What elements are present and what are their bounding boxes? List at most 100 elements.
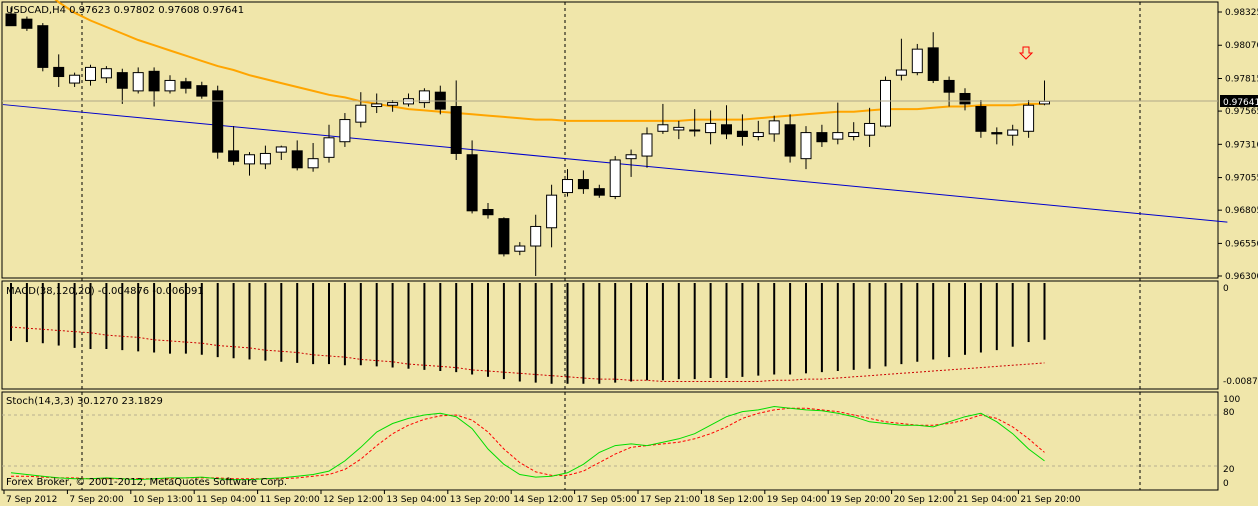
moving-average-line (54, 0, 1045, 122)
candle (911, 43, 923, 76)
candle-body-bull (259, 152, 271, 165)
price-tick-label: 0.97055 (1225, 174, 1258, 184)
stoch-axis-tick-20: 20 (1223, 465, 1235, 475)
candle-body-bear (577, 179, 589, 190)
candle-body-bear (498, 218, 510, 255)
candle-body-bull (800, 132, 812, 160)
candle-body-bull (1023, 104, 1035, 132)
candle (1007, 124, 1019, 146)
candle-body-bear (816, 132, 828, 143)
macd-signal-path (10, 326, 1045, 382)
time-tick-label: 11 Sep 04:00 (196, 495, 256, 505)
time-tick-label: 21 Sep 04:00 (957, 495, 1017, 505)
candles-group (5, 7, 1050, 276)
time-axis: 7 Sep 2012 7 Sep 20:00 10 Sep 13:00 11 Sep … (3, 490, 1081, 505)
time-tick-label: 18 Sep 12:00 (703, 495, 763, 505)
candle-body-bull (911, 48, 923, 74)
candle (689, 109, 701, 137)
candle-body-bull (418, 90, 430, 104)
candle (800, 126, 812, 170)
stoch-axis-tick-100: 100 (1223, 395, 1240, 405)
candle (736, 114, 748, 146)
candle (53, 54, 65, 87)
candle-body-bear (5, 13, 17, 27)
candle-body-bull (768, 120, 780, 135)
candle-body-bull (1039, 100, 1050, 105)
candle-body-bear (228, 150, 240, 162)
price-tick-label: 0.98325 (1225, 8, 1258, 18)
candle-body-bear (721, 124, 732, 135)
time-tick-label: 12 Sep 12:00 (323, 495, 383, 505)
candle (991, 127, 1003, 145)
candle (832, 102, 844, 145)
candle (100, 66, 112, 84)
candle-body-bear (53, 66, 65, 78)
time-tick-label: 11 Sep 20:00 (260, 495, 320, 505)
candle (275, 145, 287, 160)
candle-body-bear (482, 209, 494, 216)
candle (864, 107, 876, 147)
candle (784, 114, 796, 163)
macd-label: MACD(38,120,20) -0.004876 -0.006091 (6, 286, 204, 297)
symbol-label: USDCAD,H4 0.97623 0.97802 0.97608 0.9764… (6, 5, 244, 16)
time-tick-label: 13 Sep 20:00 (450, 495, 510, 505)
time-tick-label: 10 Sep 13:00 (133, 495, 193, 505)
candle (5, 7, 17, 27)
time-tick-label: 20 Sep 12:00 (894, 495, 954, 505)
candle-body-bull (705, 122, 717, 134)
candle-body-bull (752, 132, 764, 138)
candle (1023, 100, 1035, 138)
candle (116, 68, 128, 104)
candle (244, 152, 255, 176)
candle-body-bull (85, 66, 96, 81)
candle (418, 88, 430, 108)
candle (673, 120, 685, 140)
stoch-main-path (10, 405, 1045, 481)
candle (371, 93, 383, 114)
candle-body-bull (514, 245, 526, 252)
candle (132, 67, 144, 94)
candle (546, 184, 558, 248)
candle (148, 67, 160, 107)
candle-body-bull (641, 133, 653, 157)
stoch-main-line (10, 405, 1045, 481)
candle-body-bear (736, 130, 748, 138)
candle (641, 127, 653, 168)
time-tick-label: 7 Sep 2012 (6, 495, 57, 505)
candle (975, 100, 987, 138)
candle-body-bull (387, 102, 399, 106)
macd-axis-tick-1: -0.00872 (1223, 377, 1258, 387)
candle-body-bull (307, 158, 319, 169)
candle-body-bear (37, 25, 49, 68)
down-arrow-icon (1018, 46, 1034, 60)
price-tick-label: 0.97815 (1225, 74, 1258, 84)
candle (37, 23, 49, 72)
candle (180, 77, 192, 94)
candle-body-bull (132, 72, 144, 92)
current-price-text: 0.97641 (1223, 98, 1258, 108)
candle-body-bull (625, 154, 637, 160)
candle-body-bull (323, 137, 335, 158)
macd-panel-frame (1, 280, 1219, 390)
candle (228, 126, 240, 166)
stoch-label: Stoch(14,3,3) 30.1270 23.1829 (6, 396, 163, 407)
time-tick-label: 14 Sep 12:00 (513, 495, 573, 505)
candle (530, 214, 542, 276)
candle (69, 72, 81, 87)
candle (323, 124, 335, 163)
stoch-axis-tick-0: 0 (1223, 479, 1229, 489)
candle-body-bull (100, 68, 112, 79)
candle-body-bear (927, 47, 939, 81)
candle-body-bear (212, 90, 224, 153)
candle-body-bull (673, 126, 685, 131)
time-tick-label: 19 Sep 20:00 (830, 495, 890, 505)
candle-body-bull (339, 119, 351, 143)
candle (848, 122, 860, 141)
macd-axis-tick-0: 0 (1223, 284, 1229, 294)
